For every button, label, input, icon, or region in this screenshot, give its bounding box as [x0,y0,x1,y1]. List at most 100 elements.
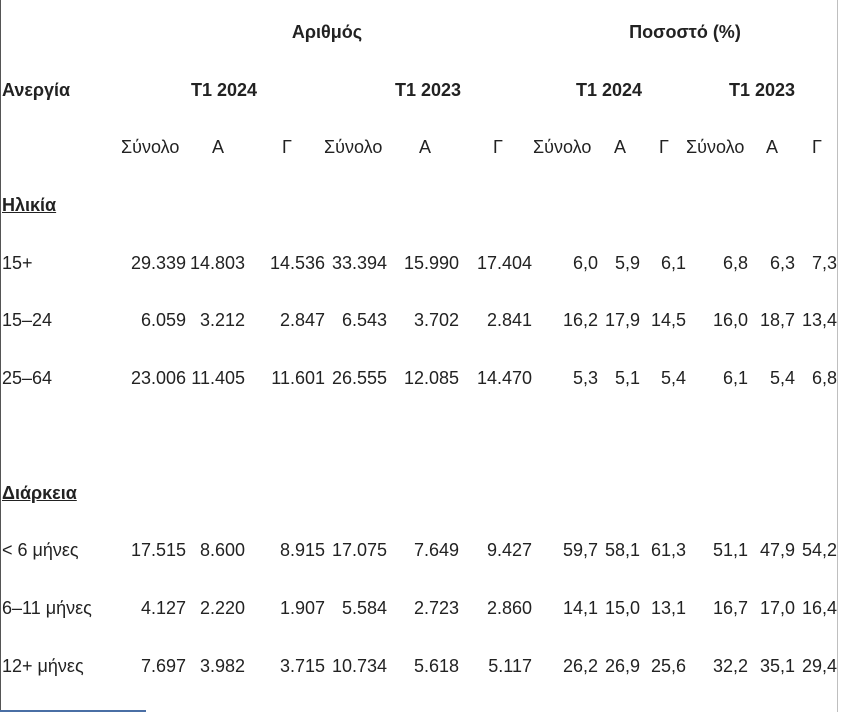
value-cell: 6,8 [811,368,837,388]
value-cell: 3.715 [279,656,325,676]
section-title-duration: Διάρκεια [2,483,77,503]
value-cell: 5.117 [488,656,532,676]
period-header-4: Τ1 2023 [728,80,796,100]
value-cell: 32,2 [712,656,748,676]
value-cell: 5,1 [614,368,640,388]
value-cell: 2.860 [486,598,532,618]
value-cell: 26,2 [562,656,598,676]
subcol-men: Α [212,137,225,157]
subcol-men: Α [419,137,432,157]
row-label: < 6 μήνες [2,540,79,560]
value-cell: 23.006 [130,368,186,388]
value-cell: 3.982 [199,656,245,676]
value-cell: 14,5 [650,310,686,330]
value-cell: 13,1 [650,598,686,618]
value-cell: 12.085 [403,368,459,388]
value-cell: 47,9 [759,540,795,560]
value-cell: 6,0 [572,253,598,273]
row-label: 15–24 [2,310,53,330]
value-cell: 6,8 [722,253,748,273]
subcol-women: Γ [812,137,822,157]
value-cell: 26,9 [604,656,640,676]
value-cell: 5.618 [413,656,459,676]
value-cell: 3.212 [199,310,245,330]
value-cell: 29.339 [130,253,186,273]
value-cell: 1.907 [279,598,325,618]
value-cell: 33.394 [331,253,387,273]
value-cell: 7.649 [413,540,459,560]
value-cell: 14,1 [562,598,598,618]
value-cell: 14.803 [189,253,245,273]
value-cell: 16,4 [801,598,837,618]
value-cell: 26.555 [331,368,387,388]
frame-bottom-accent [0,710,146,712]
value-cell: 13,4 [801,310,837,330]
value-cell: 6,1 [722,368,748,388]
value-cell: 5,9 [614,253,640,273]
value-cell: 18,7 [759,310,795,330]
value-cell: 5.584 [341,598,387,618]
header-number-group: Αριθμός [291,22,363,42]
value-cell: 2.220 [199,598,245,618]
period-header-2: Τ1 2023 [394,80,462,100]
subcol-total: Σύνολο [686,137,745,157]
value-cell: 2.847 [279,310,325,330]
value-cell: 54,2 [801,540,837,560]
subcol-total: Σύνολο [533,137,592,157]
value-cell: 6.059 [140,310,186,330]
value-cell: 17,0 [759,598,795,618]
value-cell: 4.127 [140,598,186,618]
value-cell: 16,0 [712,310,748,330]
header-percent-group: Ποσοστό (%) [629,22,741,42]
frame-right-border [837,0,838,712]
value-cell: 17.515 [130,540,186,560]
value-cell: 17.075 [331,540,387,560]
subcol-women: Γ [659,137,669,157]
value-cell: 25,6 [650,656,686,676]
period-header-1: Τ1 2024 [190,80,258,100]
value-cell: 61,3 [650,540,686,560]
value-cell: 6,1 [660,253,686,273]
value-cell: 59,7 [562,540,598,560]
value-cell: 11.601 [271,368,325,388]
value-cell: 5,3 [572,368,598,388]
value-cell: 8.915 [279,540,325,560]
subcol-women: Γ [282,137,292,157]
value-cell: 5,4 [769,368,795,388]
value-cell: 10.734 [331,656,387,676]
value-cell: 8.600 [199,540,245,560]
value-cell: 2.723 [413,598,459,618]
period-header-3: Τ1 2024 [575,80,643,100]
row-label: 6–11 μήνες [2,598,92,618]
subcol-men: Α [766,137,779,157]
value-cell: 11.405 [191,368,245,388]
value-cell: 6,3 [769,253,795,273]
value-cell: 5,4 [660,368,686,388]
value-cell: 17.404 [476,253,532,273]
subcol-men: Α [614,137,627,157]
frame-left-border [0,0,1,712]
row-label: 15+ [2,253,33,273]
row-label: 12+ μήνες [2,656,84,676]
value-cell: 17,9 [604,310,640,330]
value-cell: 29,4 [801,656,837,676]
value-cell: 14.470 [476,368,532,388]
value-cell: 15.990 [403,253,459,273]
value-cell: 2.841 [486,310,532,330]
value-cell: 7.697 [140,656,186,676]
row-header: Ανεργία [2,80,71,100]
value-cell: 3.702 [413,310,459,330]
subcol-total: Σύνολο [121,137,180,157]
value-cell: 58,1 [604,540,640,560]
value-cell: 16,2 [562,310,598,330]
row-label: 25–64 [2,368,53,388]
value-cell: 14.536 [269,253,325,273]
section-title-age: Ηλικία [2,195,57,215]
subcol-total: Σύνολο [324,137,383,157]
value-cell: 6.543 [341,310,387,330]
value-cell: 9.427 [486,540,532,560]
value-cell: 35,1 [759,656,795,676]
value-cell: 15,0 [604,598,640,618]
subcol-women: Γ [493,137,503,157]
value-cell: 16,7 [712,598,748,618]
